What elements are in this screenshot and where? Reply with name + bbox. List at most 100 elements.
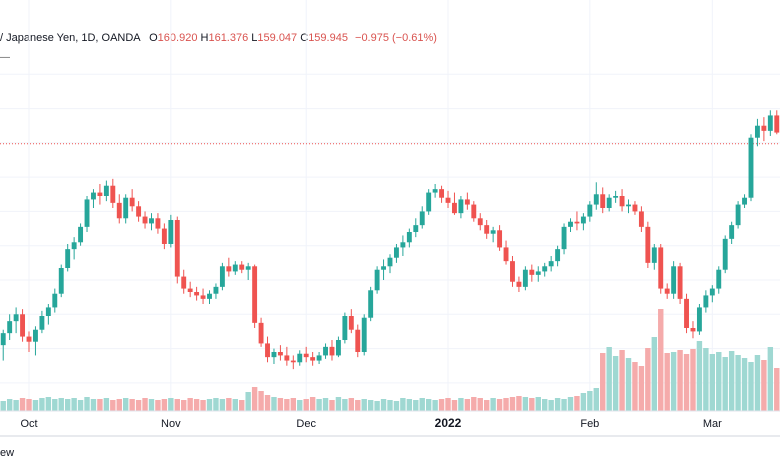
volume-bar [677, 350, 683, 411]
volume-bar [387, 400, 393, 411]
candle-body [651, 247, 657, 263]
candle-body [658, 247, 664, 289]
candle-body [600, 194, 606, 208]
candle-body [606, 197, 612, 208]
volume-bar [329, 400, 335, 411]
candle-body [239, 264, 245, 270]
volume-bar [271, 397, 277, 411]
volume-bar [103, 398, 110, 411]
volume-bar [438, 399, 445, 411]
candle-body [284, 355, 290, 361]
volume-bar [45, 397, 52, 411]
volume-bar [129, 399, 135, 411]
candle-body [219, 266, 225, 287]
volume-bar [13, 400, 19, 411]
volume-bar [193, 399, 200, 411]
legend-close-label: C [300, 32, 309, 44]
candle-body [232, 264, 238, 272]
legend-low-value: 159.047 [257, 32, 298, 44]
volume-bar [542, 399, 548, 411]
volume-bar [406, 399, 413, 411]
candle-body [200, 295, 206, 299]
legend-high-label: H [200, 32, 209, 44]
candle-body [445, 197, 451, 203]
candle-body [613, 196, 619, 198]
volume-bar [477, 398, 483, 411]
volume-bar [309, 397, 316, 411]
volume-bar [632, 362, 638, 411]
candle-body [277, 352, 283, 356]
candle-body [271, 352, 277, 358]
candle-body [387, 257, 393, 267]
candle-body [310, 357, 316, 361]
volume-bars [0, 309, 780, 411]
candle-body [213, 286, 219, 294]
volume-bar [181, 400, 187, 411]
legend-symbol-title: / Japanese Yen, 1D, OANDA [0, 32, 141, 44]
candle-body [155, 218, 161, 229]
volume-bar [451, 400, 458, 411]
volume-bar [483, 400, 490, 411]
volume-bar [606, 347, 612, 411]
volume-bar [32, 400, 39, 411]
volume-bar [284, 399, 290, 411]
candle-body [129, 197, 135, 207]
candle-body [619, 196, 625, 207]
volume-bar [741, 358, 748, 411]
candle-body [258, 322, 264, 344]
volume-bar [574, 396, 580, 411]
candle-body [664, 288, 670, 294]
candlesticks [0, 110, 780, 370]
volume-bar [110, 400, 116, 411]
candle-body [348, 316, 354, 330]
candle-body [381, 266, 387, 270]
x-tick-label: Nov [161, 418, 181, 430]
x-tick-label: 2022 [435, 416, 462, 430]
volume-bar [658, 309, 664, 411]
candle-body [561, 226, 567, 250]
volume-bar [696, 341, 703, 411]
volume-bar [393, 401, 400, 411]
candle-body [116, 202, 122, 219]
candle-body [690, 328, 696, 332]
candle-body [245, 266, 251, 270]
candle-body [52, 293, 58, 308]
candle-body [316, 355, 322, 361]
candle-body [748, 137, 754, 198]
volume-bar [722, 357, 728, 411]
candle-body [33, 329, 38, 342]
volume-bar [251, 387, 258, 411]
candle-body [709, 288, 715, 296]
candle-body [20, 314, 26, 337]
volume-bar [206, 399, 213, 411]
volume-bar [58, 398, 64, 411]
volume-bar [625, 358, 632, 411]
volume-bar [774, 368, 780, 411]
candle-body [471, 204, 477, 219]
candle-body [97, 192, 103, 196]
volume-bar [709, 354, 716, 411]
volume-bar [168, 398, 174, 411]
candle-body [406, 232, 412, 243]
volume-bar [97, 399, 103, 411]
volume-bar [490, 398, 496, 411]
candle-body [529, 269, 535, 275]
candle-body [168, 220, 174, 244]
candle-body [303, 353, 309, 358]
candle-body [361, 317, 367, 352]
candle-body [503, 247, 509, 262]
volume-bar [587, 391, 593, 411]
candle-body [568, 221, 573, 227]
volume-bar [380, 399, 387, 411]
volume-bar [174, 399, 180, 411]
volume-bar [509, 397, 516, 411]
volume-bar [419, 398, 425, 411]
candle-body [26, 336, 32, 342]
volume-bar [638, 366, 645, 411]
candle-body [252, 266, 258, 323]
candle-body [342, 316, 348, 340]
volume-bar [767, 347, 774, 411]
candle-body [754, 125, 760, 138]
volume-bar [464, 399, 471, 411]
